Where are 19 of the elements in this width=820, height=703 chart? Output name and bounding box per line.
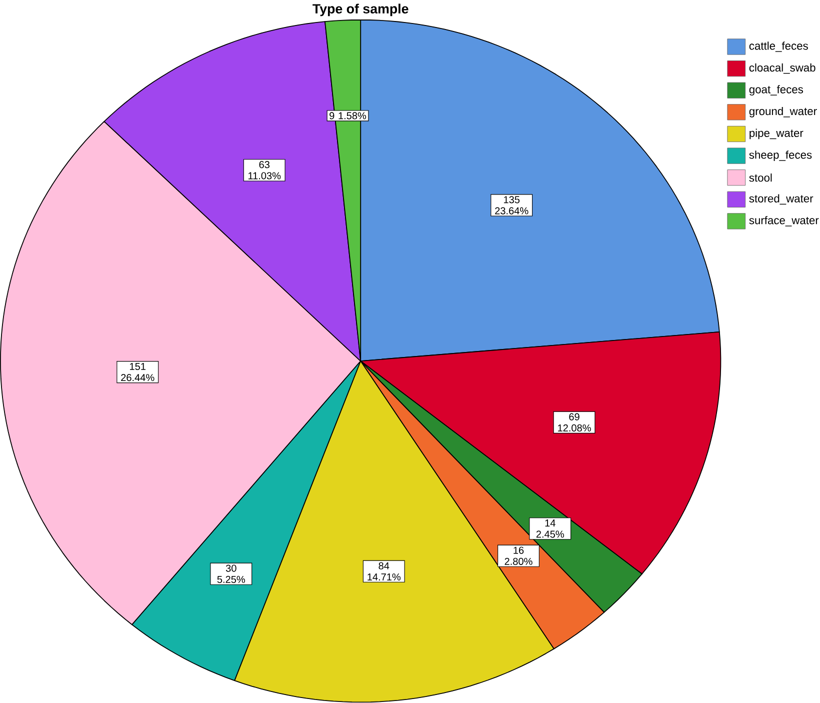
legend-label: cattle_feces xyxy=(749,42,808,52)
data-label: 135 23.64% xyxy=(495,196,528,215)
legend-label: pipe_water xyxy=(750,128,804,140)
legend-label: goat_feces xyxy=(749,85,804,96)
legend-label: sheep_feces xyxy=(749,150,812,162)
legend-label: ground_water xyxy=(749,107,817,118)
data-label: 63 11.03% xyxy=(248,161,281,180)
legend-label: surface_water xyxy=(749,216,819,227)
chart-title: Type of sample xyxy=(312,4,408,16)
data-label: 9 1.58% xyxy=(330,112,366,120)
data-label: 16 2.80% xyxy=(504,546,532,566)
data-label: 30 5.25% xyxy=(217,564,246,584)
data-label: 14 2.45% xyxy=(536,520,564,538)
legend-label: stored_water xyxy=(749,194,814,205)
data-label: 84 14.71% xyxy=(368,562,401,581)
legend-label: stool xyxy=(749,174,772,182)
legend-label: cloacal_swab xyxy=(749,64,816,74)
data-label: 151 26.44% xyxy=(121,363,154,382)
data-label: 69 12.08% xyxy=(558,413,591,432)
